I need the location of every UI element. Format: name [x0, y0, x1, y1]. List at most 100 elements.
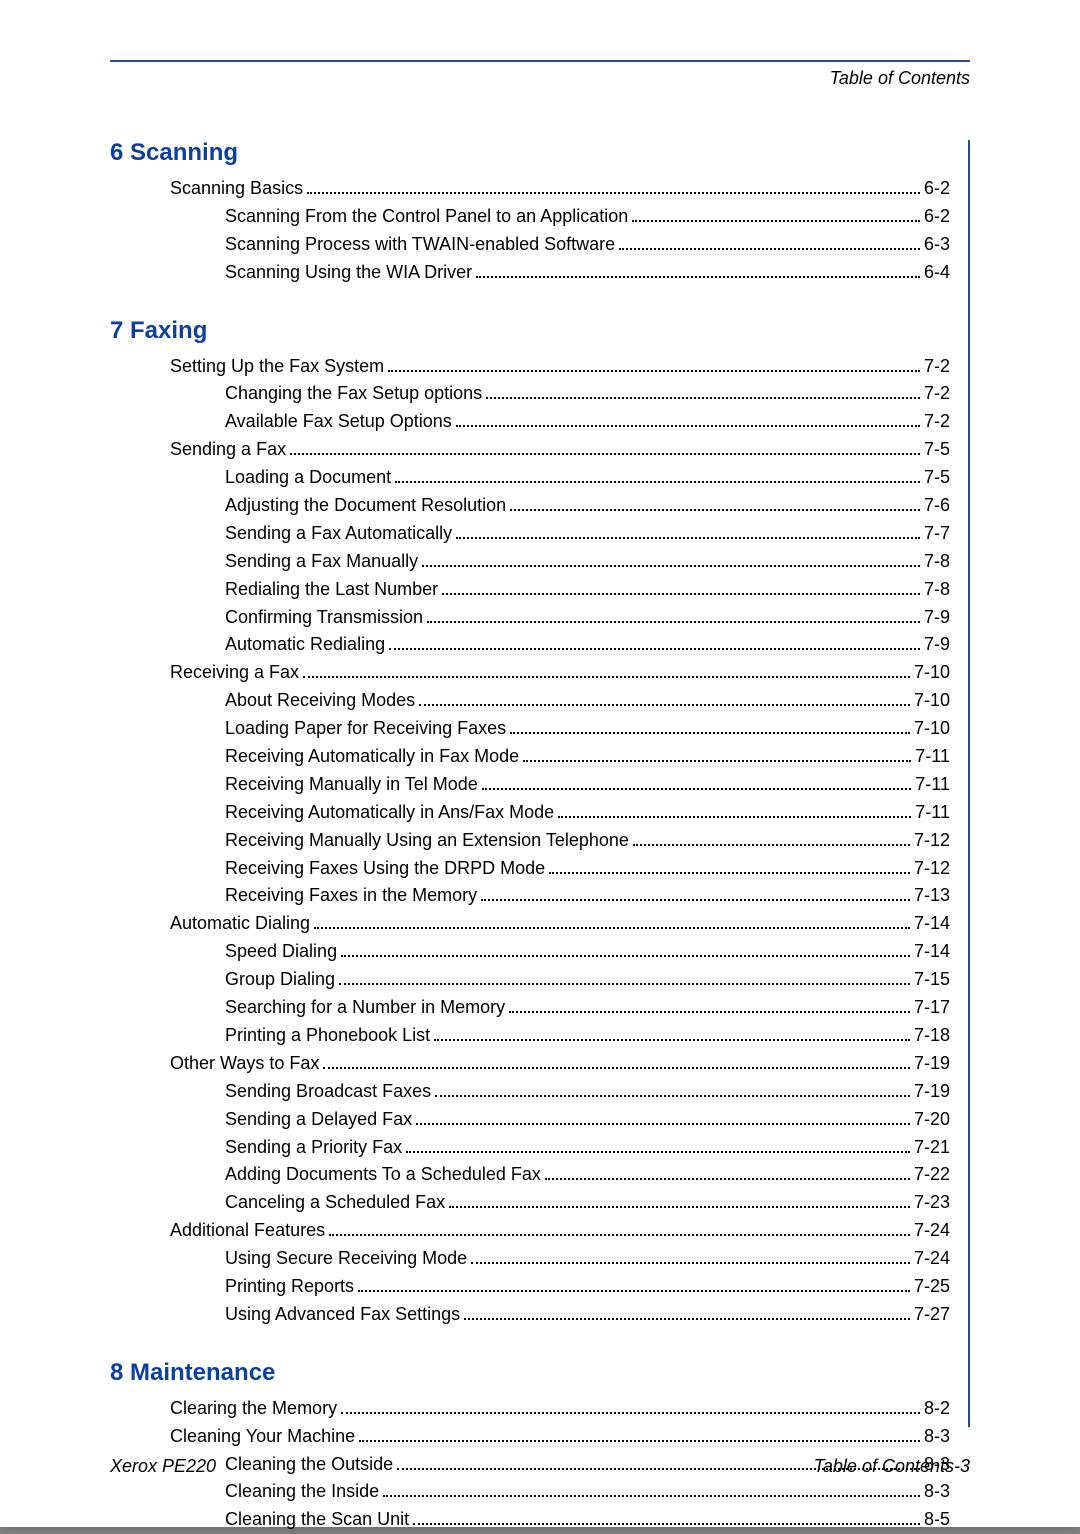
toc-entry[interactable]: Receiving a Fax7-10: [110, 659, 950, 687]
dot-leader: [303, 662, 910, 678]
dot-leader: [341, 1398, 920, 1414]
toc-entry-label: Receiving Faxes Using the DRPD Mode: [225, 855, 545, 883]
chapter-title[interactable]: 7 Faxing: [110, 317, 950, 345]
toc-entry-page: 7-2: [924, 380, 950, 408]
dot-leader: [523, 746, 911, 762]
toc-entry[interactable]: Printing a Phonebook List7-18: [110, 1022, 950, 1050]
toc-entry[interactable]: Changing the Fax Setup options7-2: [110, 380, 950, 408]
toc-entry-page: 7-19: [914, 1078, 950, 1106]
toc-entry-label: Confirming Transmission: [225, 604, 423, 632]
toc-entry[interactable]: Sending a Priority Fax7-21: [110, 1134, 950, 1162]
toc-entry[interactable]: Searching for a Number in Memory7-17: [110, 994, 950, 1022]
dot-leader: [486, 383, 920, 399]
toc-entry[interactable]: Automatic Dialing 7-14: [110, 910, 950, 938]
toc-entry[interactable]: Group Dialing 7-15: [110, 966, 950, 994]
dot-leader: [549, 857, 910, 873]
toc-entry-page: 7-23: [914, 1189, 950, 1217]
toc-entry-label: Searching for a Number in Memory: [225, 994, 505, 1022]
toc-entry[interactable]: Confirming Transmission7-9: [110, 604, 950, 632]
toc-entry-page: 7-27: [914, 1301, 950, 1329]
chapter: 7 FaxingSetting Up the Fax System7-2Chan…: [110, 317, 950, 1329]
toc-entry[interactable]: Redialing the Last Number7-8: [110, 576, 950, 604]
toc-entry[interactable]: Receiving Automatically in Fax Mode7-11: [110, 743, 950, 771]
toc-entry-label: Scanning Basics: [170, 175, 303, 203]
toc-entry[interactable]: Clearing the Memory8-2: [110, 1395, 950, 1423]
toc-entry-page: 7-19: [914, 1050, 950, 1078]
dot-leader: [456, 523, 920, 539]
toc-entry[interactable]: Receiving Faxes in the Memory7-13: [110, 882, 950, 910]
toc-entry[interactable]: Cleaning the Inside8-3: [110, 1478, 950, 1506]
toc-entry-page: 6-2: [924, 203, 950, 231]
toc-entry[interactable]: Other Ways to Fax7-19: [110, 1050, 950, 1078]
toc-entry[interactable]: Scanning From the Control Panel to an Ap…: [110, 203, 950, 231]
toc-entry-page: 7-22: [914, 1161, 950, 1189]
toc-entry-page: 7-7: [924, 520, 950, 548]
toc-entry[interactable]: Scanning Using the WIA Driver6-4: [110, 259, 950, 287]
toc-entry-page: 7-24: [914, 1217, 950, 1245]
dot-leader: [359, 1425, 920, 1441]
toc-entry-page: 7-14: [914, 910, 950, 938]
toc-entry[interactable]: Using Secure Receiving Mode7-24: [110, 1245, 950, 1273]
dot-leader: [434, 1025, 910, 1041]
page-footer: Xerox PE220 Table of Contents-3: [110, 1456, 970, 1477]
toc-entry[interactable]: Automatic Redialing7-9: [110, 631, 950, 659]
dot-leader: [329, 1220, 910, 1236]
toc-entry-page: 6-2: [924, 175, 950, 203]
toc-entry-page: 7-10: [914, 687, 950, 715]
toc-entry-label: Sending Broadcast Faxes: [225, 1078, 431, 1106]
toc-entry[interactable]: Loading Paper for Receiving Faxes7-10: [110, 715, 950, 743]
vertical-rule: [968, 140, 970, 1427]
toc-entry[interactable]: Setting Up the Fax System7-2: [110, 353, 950, 381]
toc-entry[interactable]: Receiving Manually Using an Extension Te…: [110, 827, 950, 855]
toc-entry-page: 7-8: [924, 576, 950, 604]
toc-entry[interactable]: Using Advanced Fax Settings7-27: [110, 1301, 950, 1329]
toc-entry-label: Group Dialing: [225, 966, 335, 994]
toc-entry-page: 7-25: [914, 1273, 950, 1301]
toc-entry[interactable]: Receiving Automatically in Ans/Fax Mode7…: [110, 799, 950, 827]
chapter-title[interactable]: 6 Scanning: [110, 139, 950, 167]
toc-entry[interactable]: Sending a Delayed Fax7-20: [110, 1106, 950, 1134]
toc-entry[interactable]: Sending a Fax Automatically 7-7: [110, 520, 950, 548]
toc-entry[interactable]: Speed Dialing7-14: [110, 938, 950, 966]
dot-leader: [510, 495, 920, 511]
toc-entry[interactable]: Adjusting the Document Resolution7-6: [110, 492, 950, 520]
toc-entry-label: Sending a Delayed Fax: [225, 1106, 412, 1134]
dot-leader: [449, 1192, 910, 1208]
dot-leader: [427, 606, 920, 622]
toc-entry[interactable]: Adding Documents To a Scheduled Fax7-22: [110, 1161, 950, 1189]
toc-entry-label: Sending a Fax Automatically: [225, 520, 452, 548]
toc-entry-label: Cleaning the Scan Unit: [225, 1506, 409, 1534]
toc-entry[interactable]: Cleaning Your Machine8-3: [110, 1423, 950, 1451]
toc-entry-page: 8-2: [924, 1395, 950, 1423]
toc-entry[interactable]: Additional Features7-24: [110, 1217, 950, 1245]
chapter-title[interactable]: 8 Maintenance: [110, 1359, 950, 1387]
toc-entry[interactable]: Sending a Fax7-5: [110, 436, 950, 464]
toc-entry[interactable]: Cleaning the Scan Unit8-5: [110, 1506, 950, 1534]
toc-entry-label: Automatic Dialing: [170, 910, 310, 938]
toc-entry[interactable]: Scanning Process with TWAIN-enabled Soft…: [110, 231, 950, 259]
toc-entry[interactable]: Sending Broadcast Faxes 7-19: [110, 1078, 950, 1106]
toc-entry[interactable]: Canceling a Scheduled Fax7-23: [110, 1189, 950, 1217]
toc-entry-label: About Receiving Modes: [225, 687, 415, 715]
dot-leader: [545, 1164, 910, 1180]
toc-entry[interactable]: Available Fax Setup Options7-2: [110, 408, 950, 436]
toc-entry-page: 6-4: [924, 259, 950, 287]
toc-entry-page: 7-15: [914, 966, 950, 994]
toc-entry[interactable]: Receiving Faxes Using the DRPD Mode7-12: [110, 855, 950, 883]
toc-entry[interactable]: Sending a Fax Manually7-8: [110, 548, 950, 576]
dot-leader: [358, 1276, 910, 1292]
dot-leader: [314, 913, 910, 929]
toc-entry-label: Setting Up the Fax System: [170, 353, 384, 381]
toc-entry[interactable]: Loading a Document7-5: [110, 464, 950, 492]
toc-entry-label: Using Secure Receiving Mode: [225, 1245, 467, 1273]
toc-entry[interactable]: Printing Reports7-25: [110, 1273, 950, 1301]
toc-entry-label: Receiving Manually in Tel Mode: [225, 771, 478, 799]
dot-leader: [481, 885, 910, 901]
dot-leader: [416, 1108, 910, 1124]
dot-leader: [464, 1304, 910, 1320]
toc-entry[interactable]: Scanning Basics 6-2: [110, 175, 950, 203]
dot-leader: [419, 690, 910, 706]
toc-entry[interactable]: About Receiving Modes 7-10: [110, 687, 950, 715]
toc-entry[interactable]: Receiving Manually in Tel Mode7-11: [110, 771, 950, 799]
dot-leader: [341, 941, 910, 957]
